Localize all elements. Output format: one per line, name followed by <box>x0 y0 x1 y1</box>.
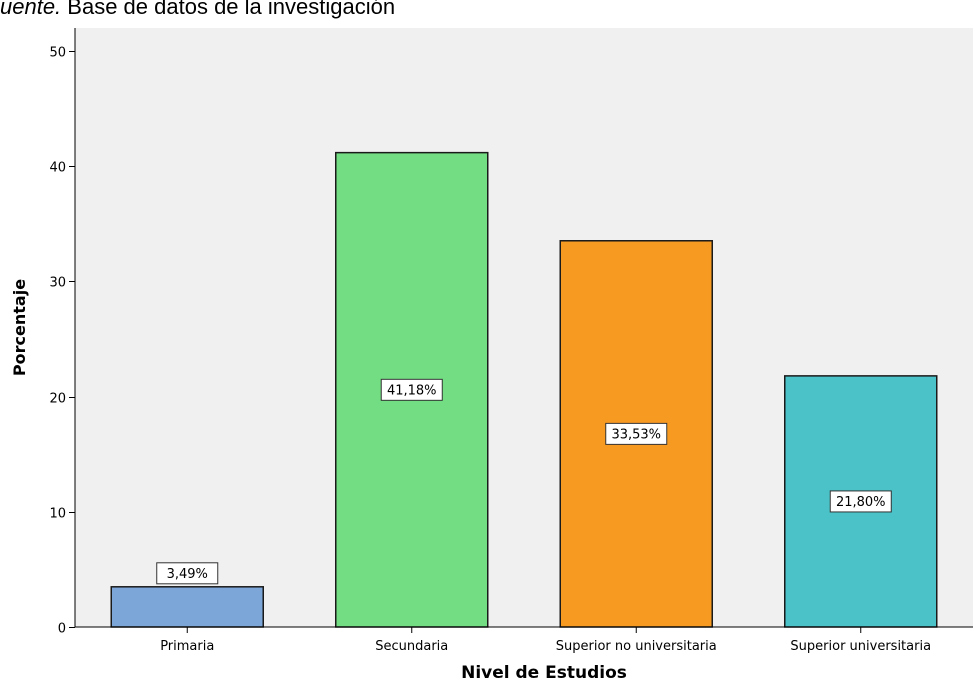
y-tick-label: 10 <box>49 507 66 522</box>
source-note: uente. Base de datos de la investigación <box>0 0 395 20</box>
y-axis-label: Porcentaje <box>10 279 29 376</box>
source-text: Base de datos de la investigación <box>67 0 396 19</box>
x-axis-label: Nivel de Estudios <box>461 663 627 683</box>
y-tick-label: 40 <box>49 161 66 176</box>
x-tick-label: Secundaria <box>375 639 448 654</box>
data-label: 41,18% <box>387 383 437 398</box>
y-tick-label: 50 <box>49 46 66 61</box>
x-tick-label: Superior universitaria <box>790 639 931 654</box>
x-tick-label: Primaria <box>160 639 214 654</box>
source-prefix: uente. <box>0 0 62 19</box>
y-tick-label: 20 <box>49 392 66 407</box>
data-label: 3,49% <box>167 567 208 582</box>
data-label-box <box>156 562 219 585</box>
data-label-box <box>380 378 443 401</box>
y-tick-label: 30 <box>49 276 66 291</box>
bar <box>110 586 264 628</box>
y-tick-label: 0 <box>58 622 66 637</box>
data-label-box <box>829 490 892 513</box>
x-tick-label: Superior no universitaria <box>556 639 717 654</box>
data-label-box <box>605 422 668 445</box>
data-label: 21,80% <box>836 495 886 510</box>
data-label: 33,53% <box>611 427 661 442</box>
